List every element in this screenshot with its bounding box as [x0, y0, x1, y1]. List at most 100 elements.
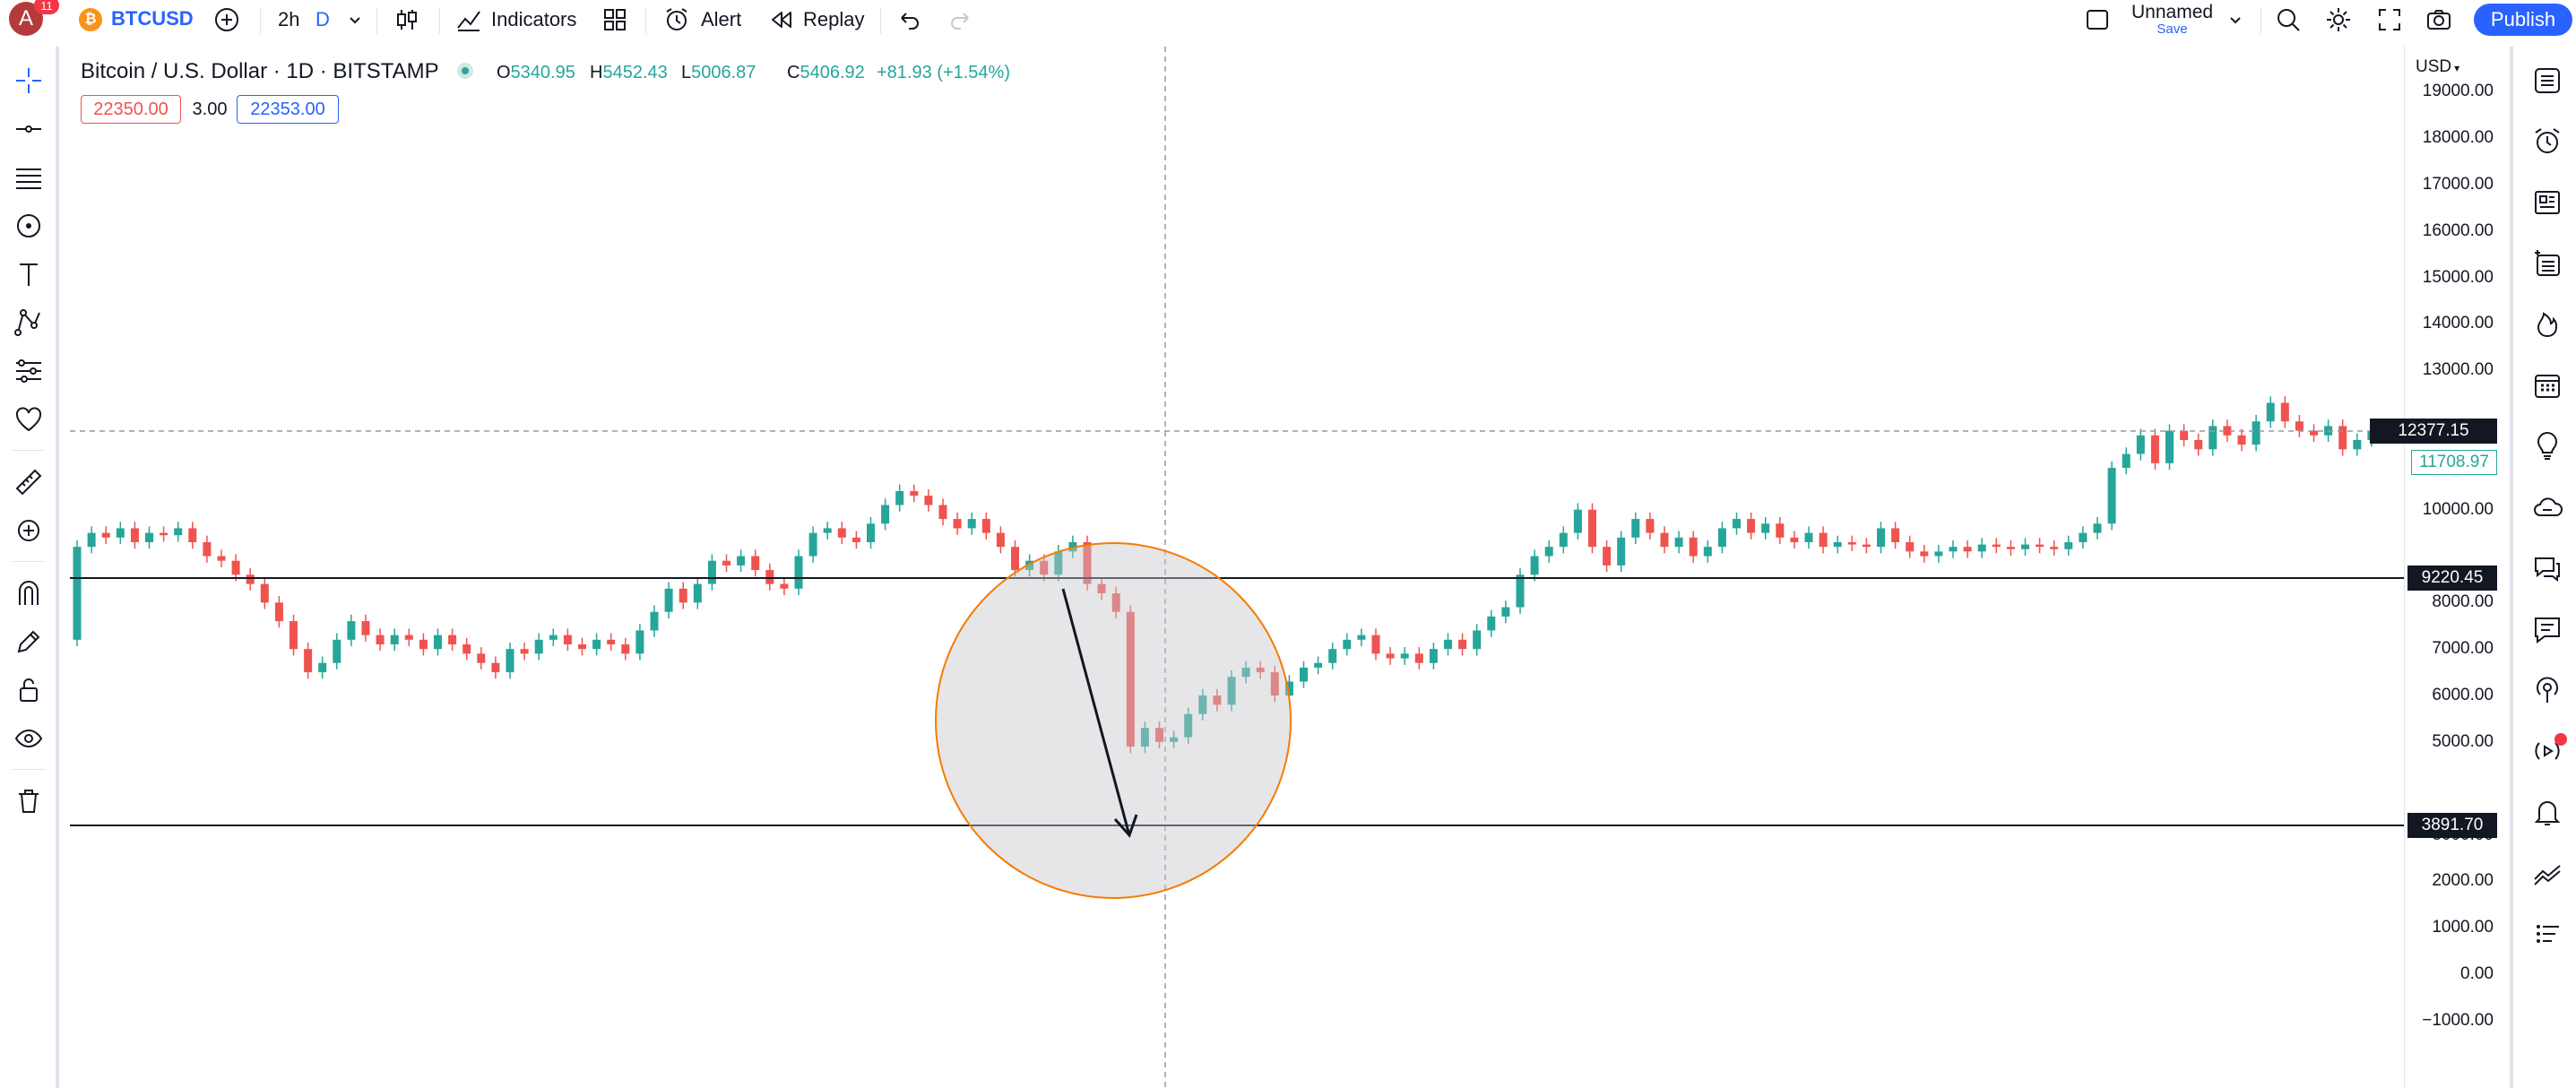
layout-checkbox[interactable] — [2085, 0, 2110, 39]
news-button[interactable] — [2526, 181, 2569, 224]
ideas-button[interactable] — [2526, 425, 2569, 468]
hotlists-button[interactable] — [2526, 303, 2569, 346]
candle-down — [2050, 547, 2059, 549]
lock-tool[interactable] — [9, 670, 48, 710]
candle-up — [2266, 402, 2275, 422]
gear-icon — [2327, 8, 2350, 31]
polyline-icon — [14, 309, 40, 336]
ruler-tool[interactable] — [9, 462, 48, 502]
measure-tools[interactable] — [9, 351, 48, 391]
chats-button[interactable] — [2526, 547, 2569, 590]
symbol-search-button[interactable]: BTCUSD — [111, 7, 194, 30]
circle-target-icon — [17, 214, 40, 237]
favorites-tool[interactable] — [9, 400, 48, 439]
candle-down — [2180, 430, 2189, 440]
candle-down — [765, 570, 774, 584]
candle-up — [1184, 713, 1193, 738]
newspaper-icon — [2535, 191, 2560, 214]
buy-price-button[interactable]: 22353.00 — [237, 95, 339, 124]
candle-up — [1140, 728, 1149, 747]
snapshot-button[interactable] — [2425, 0, 2452, 39]
candle-down — [1588, 509, 1596, 548]
trading-panel-button[interactable] — [2526, 851, 2569, 894]
candle-down — [1011, 547, 1019, 571]
calendar-button[interactable] — [2526, 364, 2569, 407]
interval-button[interactable]: 2h — [278, 8, 300, 30]
candle-down — [621, 644, 630, 654]
candle-up — [2079, 532, 2088, 542]
crosshair-tool[interactable] — [9, 61, 48, 100]
candle-down — [1660, 532, 1669, 548]
price-axis-tick: −1000.00 — [2422, 1010, 2494, 1030]
candle-down — [780, 583, 789, 589]
candle-up — [1357, 635, 1366, 640]
market-status-icon[interactable] — [457, 63, 473, 79]
trend-line-tool[interactable] — [9, 109, 48, 149]
interval-mode-button[interactable]: D — [316, 8, 330, 30]
drawing-mode-tool[interactable] — [9, 622, 48, 661]
magnet-tool[interactable] — [9, 574, 48, 613]
text-tool[interactable] — [9, 255, 48, 294]
currency-selector[interactable]: USD ▾ — [2416, 57, 2459, 77]
data-window-button[interactable] — [2526, 242, 2569, 285]
candle-down — [101, 532, 110, 538]
candle-down — [2237, 435, 2246, 445]
fullscreen-icon — [2379, 9, 2400, 30]
price-axis-tick: 5000.00 — [2432, 731, 2494, 751]
layout-name-button[interactable]: Unnamed Save — [2131, 0, 2213, 39]
live-stream-button[interactable] — [2526, 730, 2569, 773]
candle-down — [607, 639, 616, 645]
ohlc-open: O5340.95 — [497, 63, 575, 82]
candle-down — [722, 560, 730, 566]
visibility-tool[interactable] — [9, 719, 48, 758]
candle-up — [881, 505, 890, 524]
search-button[interactable] — [2275, 0, 2302, 39]
crosshair-icon — [16, 68, 41, 93]
zoom-in-icon — [18, 520, 39, 541]
price-axis-tick: 16000.00 — [2422, 220, 2494, 240]
alerts-button[interactable] — [2526, 120, 2569, 163]
sell-price-button[interactable]: 22350.00 — [81, 95, 181, 124]
remove-drawings-tool[interactable] — [9, 781, 48, 821]
flame-icon — [2537, 312, 2558, 338]
arrow-drawing[interactable] — [1061, 588, 1131, 836]
fib-tool[interactable] — [9, 158, 48, 197]
podcast-icon — [2537, 677, 2558, 703]
candle-down — [1920, 551, 1929, 557]
indicators-button[interactable]: Indicators — [455, 0, 576, 39]
redo-button[interactable] — [948, 0, 973, 39]
toolbar-divider — [376, 7, 377, 34]
layout-dropdown-button[interactable] — [2228, 0, 2243, 39]
publish-button[interactable]: Publish — [2474, 4, 2572, 36]
zoom-in-tool[interactable] — [9, 511, 48, 550]
chart-type-button[interactable] — [394, 0, 419, 39]
notifications-button[interactable] — [2526, 790, 2569, 833]
templates-button[interactable] — [602, 0, 627, 39]
dom-button[interactable] — [2526, 912, 2569, 955]
drawing-toolbar — [0, 47, 59, 1088]
candle-down — [2036, 544, 2044, 548]
chart-pane[interactable] — [70, 47, 2404, 1088]
candle-down — [419, 639, 428, 650]
watchlist-button[interactable] — [2526, 59, 2569, 102]
candle-up — [664, 588, 673, 612]
highlight-circle-drawing[interactable] — [935, 542, 1292, 899]
fullscreen-button[interactable] — [2377, 0, 2402, 39]
replay-button[interactable]: Replay — [769, 0, 864, 39]
candle-up — [707, 560, 716, 584]
candle-down — [2150, 435, 2159, 463]
candle-up — [1170, 737, 1179, 742]
interval-dropdown-button[interactable] — [348, 0, 362, 39]
candle-up — [1328, 649, 1337, 663]
candle-up — [145, 532, 153, 542]
alert-button[interactable]: Alert — [663, 0, 741, 39]
undo-button[interactable] — [896, 0, 921, 39]
broadcast-button[interactable] — [2526, 669, 2569, 712]
compare-symbol-button[interactable] — [213, 0, 240, 39]
settings-button[interactable] — [2325, 0, 2352, 39]
streams-button[interactable] — [2526, 486, 2569, 529]
notes-button[interactable] — [2526, 608, 2569, 651]
shapes-tool[interactable] — [9, 303, 48, 342]
pattern-tool[interactable] — [9, 206, 48, 246]
candle-down — [1213, 695, 1222, 705]
